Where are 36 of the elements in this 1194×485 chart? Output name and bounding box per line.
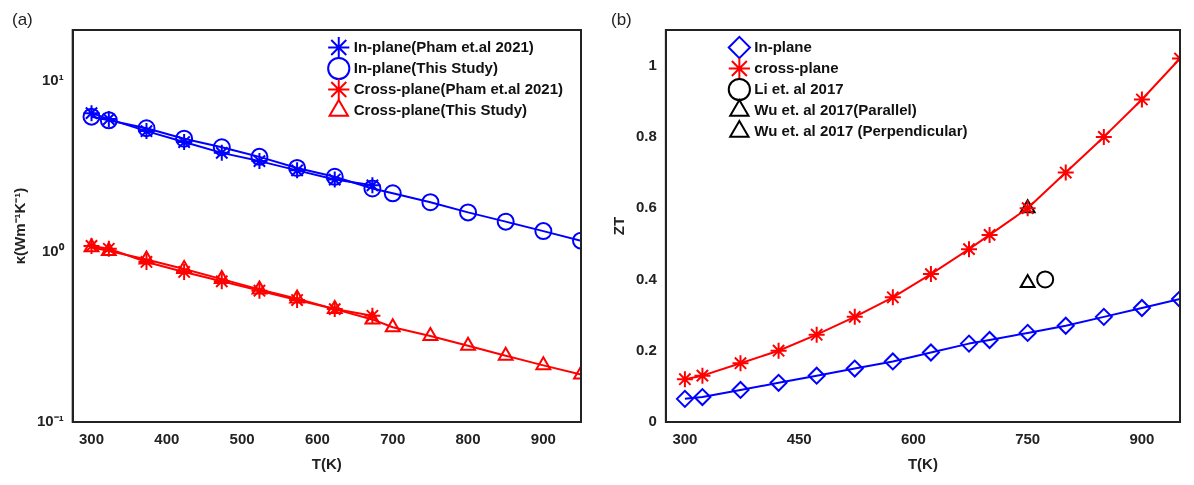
x-tick-label: 800 [455, 430, 481, 448]
y-tick-label: 0.6 [635, 198, 657, 216]
x-tick-label: 900 [1129, 430, 1155, 448]
legend-label: In-plane(This Study) [353, 58, 498, 76]
x-tick-label: 750 [1015, 430, 1041, 448]
y-tick-label: 10⁰ [41, 241, 65, 259]
legend-label: Wu et. al 2017 (Perpendicular) [754, 121, 968, 139]
text: (b) [611, 10, 632, 30]
x-tick-label: 300 [78, 430, 105, 448]
legend-label: Cross-plane(This Study) [353, 100, 528, 118]
legend-label: In-plane [754, 37, 812, 55]
legend-label: Li et. al 2017 [754, 79, 844, 97]
x-tick-label: 600 [900, 430, 926, 448]
legend-label: In-plane(Pham et.al 2021) [353, 37, 534, 55]
x-tick-label: 600 [304, 430, 330, 448]
y-tick-label: 0 [648, 412, 657, 430]
x-tick-label: 900 [530, 430, 556, 448]
x-tick-label: 450 [786, 430, 812, 448]
y-tick-label: 1 [648, 55, 657, 73]
y-tick-label: 0.4 [635, 269, 658, 287]
y-tick-label: 0.8 [635, 127, 657, 145]
y-tick-label: 10¹ [41, 71, 64, 89]
y-tick-label: 10⁻¹ [36, 412, 64, 430]
y-axis-title: κ(Wm⁻¹K⁻¹) [11, 187, 29, 265]
y-axis-title: ZT [610, 216, 628, 236]
y-tick-label: 0.2 [635, 340, 657, 358]
x-axis-title: T(K) [907, 455, 938, 473]
x-tick-label: 700 [380, 430, 406, 448]
x-tick-label: 300 [672, 430, 698, 448]
legend-label: Cross-plane(Pham et.al 2021) [353, 79, 563, 97]
legend-label: Wu et. al 2017(Parallel) [754, 100, 917, 118]
x-axis-title: T(K) [311, 455, 342, 473]
text: (a) [12, 10, 33, 30]
x-tick-label: 400 [154, 430, 180, 448]
x-tick-label: 500 [229, 430, 255, 448]
legend-label: cross-plane [754, 58, 839, 76]
